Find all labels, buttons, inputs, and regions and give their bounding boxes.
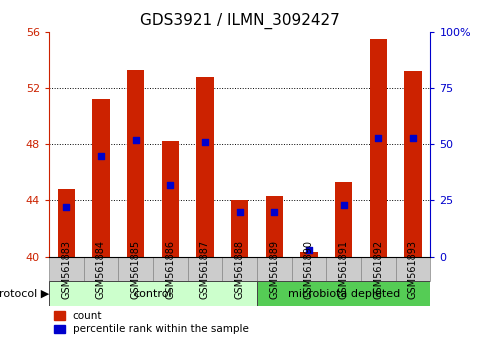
FancyBboxPatch shape	[325, 257, 360, 281]
Text: GSM561889: GSM561889	[269, 240, 279, 298]
Bar	[161, 142, 179, 257]
FancyBboxPatch shape	[187, 257, 222, 281]
Point	[374, 135, 382, 140]
Point	[305, 247, 312, 253]
Bar	[127, 70, 144, 257]
Text: GSM561887: GSM561887	[200, 239, 209, 298]
Text: GSM561892: GSM561892	[372, 239, 383, 298]
Point	[339, 202, 347, 208]
Bar	[369, 39, 386, 257]
Text: microbiota depleted: microbiota depleted	[287, 289, 399, 299]
Bar	[92, 99, 109, 257]
Bar	[58, 189, 75, 257]
Point	[201, 139, 208, 145]
FancyBboxPatch shape	[256, 257, 291, 281]
FancyBboxPatch shape	[153, 257, 187, 281]
Text: control: control	[133, 289, 172, 299]
Legend: count, percentile rank within the sample: count, percentile rank within the sample	[54, 311, 248, 335]
Point	[131, 137, 139, 143]
Bar	[300, 252, 317, 257]
FancyBboxPatch shape	[222, 257, 256, 281]
Title: GDS3921 / ILMN_3092427: GDS3921 / ILMN_3092427	[140, 13, 339, 29]
FancyBboxPatch shape	[395, 257, 429, 281]
Bar	[196, 77, 213, 257]
Text: protocol ▶: protocol ▶	[0, 289, 49, 299]
Bar	[265, 196, 283, 257]
FancyBboxPatch shape	[118, 257, 153, 281]
Text: GSM561884: GSM561884	[96, 240, 106, 298]
Text: GSM561886: GSM561886	[165, 240, 175, 298]
Text: GSM561890: GSM561890	[304, 240, 313, 298]
Text: GSM561893: GSM561893	[407, 240, 417, 298]
Bar	[404, 71, 421, 257]
FancyBboxPatch shape	[83, 257, 118, 281]
Bar	[230, 200, 248, 257]
FancyBboxPatch shape	[291, 257, 325, 281]
FancyBboxPatch shape	[49, 257, 83, 281]
Text: GSM561883: GSM561883	[61, 240, 71, 298]
Point	[97, 153, 104, 158]
Bar	[334, 182, 351, 257]
Text: GSM561891: GSM561891	[338, 240, 348, 298]
Text: GSM561885: GSM561885	[130, 239, 140, 298]
Point	[270, 209, 278, 215]
Text: GSM561888: GSM561888	[234, 240, 244, 298]
FancyBboxPatch shape	[256, 281, 429, 306]
FancyBboxPatch shape	[360, 257, 395, 281]
Point	[62, 204, 70, 210]
FancyBboxPatch shape	[49, 281, 256, 306]
Point	[408, 135, 416, 140]
Point	[235, 209, 243, 215]
Point	[166, 182, 174, 188]
